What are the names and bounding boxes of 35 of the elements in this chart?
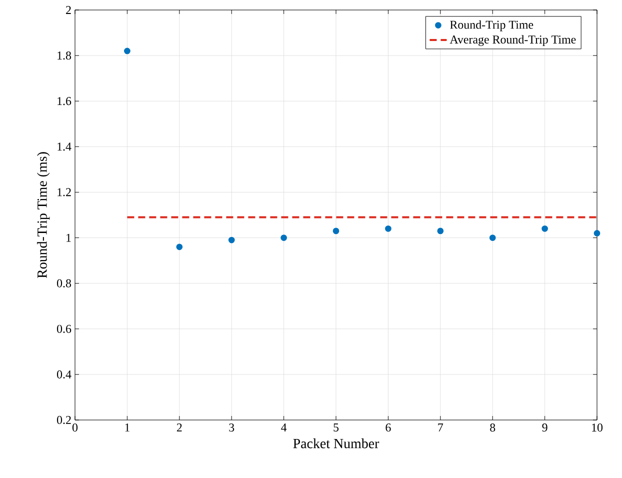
legend-label: Average Round-Trip Time — [450, 35, 576, 46]
point — [489, 234, 496, 241]
y-tick-label: 0.2 — [56, 416, 71, 424]
y-tick-label: 0.4 — [56, 370, 72, 379]
x-tick-label: 1 — [125, 424, 130, 432]
point — [542, 225, 548, 232]
point — [332, 228, 340, 234]
y-tick-label: 0.8 — [56, 279, 72, 288]
x-tick-label: 5 — [334, 424, 339, 432]
x-tick-label: 3 — [229, 424, 234, 432]
point — [124, 48, 130, 54]
point — [228, 236, 235, 244]
y-tick-label: 1.2 — [58, 188, 71, 196]
y-tick-label: 1 — [66, 234, 71, 242]
point — [176, 244, 183, 250]
y-tick-label: 2 — [66, 6, 71, 14]
x-tick-label: 7 — [438, 424, 444, 432]
x-tick-label: 10 — [592, 424, 603, 432]
point — [280, 234, 287, 241]
y-tick-label: 0.6 — [56, 324, 72, 333]
x-tick-label: 6 — [386, 424, 391, 432]
y-tick-label: 1.6 — [58, 97, 72, 106]
x-axis-title: Packet Number — [293, 438, 380, 448]
y-axis-title: Round-Trip Time (ms) — [37, 152, 50, 278]
point — [594, 230, 600, 236]
x-tick-label: 2 — [176, 424, 182, 432]
point — [385, 225, 392, 232]
x-tick-label: 8 — [490, 424, 496, 432]
point — [437, 228, 444, 234]
x-tick-label: 4 — [281, 424, 287, 432]
x-tick-label: 0 — [72, 424, 78, 432]
y-tick-label: 1.4 — [58, 142, 72, 151]
legend-label: Round-Trip Time — [450, 20, 534, 32]
x-tick-label: 9 — [542, 424, 548, 432]
y-tick-label: 1.8 — [58, 51, 72, 60]
